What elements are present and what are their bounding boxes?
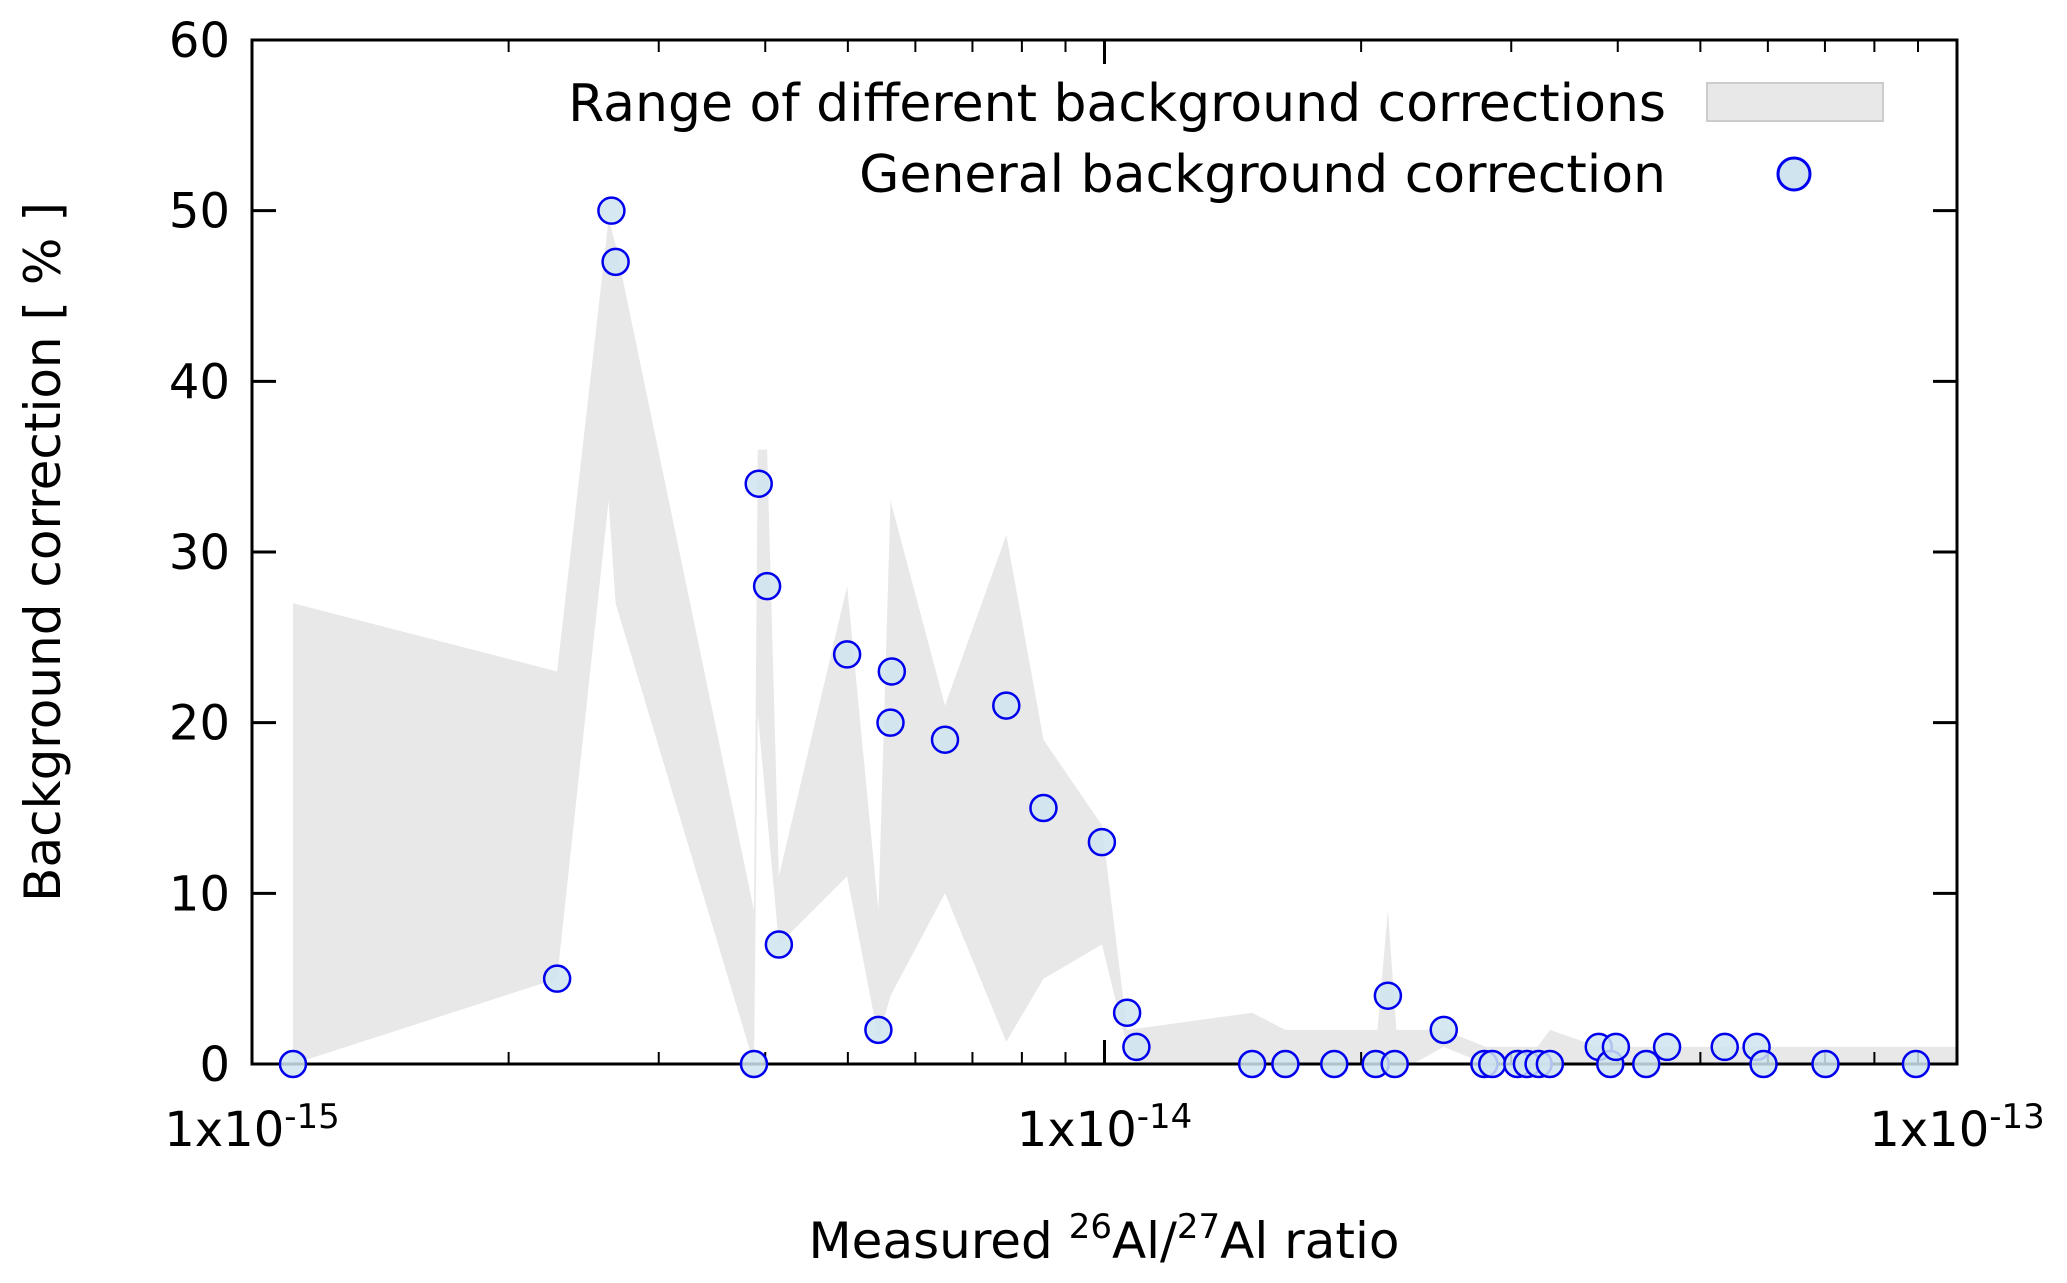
data-point (1373, 981, 1403, 1010)
data-point (1029, 793, 1058, 823)
data-point (930, 725, 960, 754)
y-tick-label: 30 (169, 525, 230, 581)
x-tick-label: 1x10-15 (164, 1097, 340, 1158)
range-band (293, 219, 1957, 1064)
legend-label-band: Range of different background correction… (568, 74, 1666, 134)
x-tick-base: 1x10 (164, 1102, 284, 1158)
data-point (1901, 1049, 1931, 1079)
data-point (1122, 1032, 1151, 1062)
data-point (542, 964, 572, 993)
data-point (1429, 1015, 1458, 1045)
data-point (1478, 1049, 1507, 1079)
y-tick-label: 0 (199, 1037, 230, 1093)
x-axis-label: Measured 26Al/27Al ratio (809, 1207, 1400, 1270)
data-point (597, 196, 626, 225)
x-tick-label: 1x10-13 (1869, 1097, 2045, 1158)
y-axis-label: Background correction [ % ] (14, 202, 72, 902)
data-point (1087, 827, 1117, 857)
x-axis-label-sup1: 26 (1069, 1207, 1112, 1247)
y-tick-label: 40 (169, 354, 230, 410)
legend: Range of different background correction… (568, 74, 1884, 205)
data-point (752, 571, 782, 601)
x-tick-label: 1x10-14 (1017, 1097, 1193, 1158)
data-point (832, 640, 862, 669)
y-tick-label: 20 (169, 696, 230, 752)
data-point (877, 657, 907, 686)
x-axis-label-prefix: Measured (809, 1212, 1069, 1270)
data-point (1710, 1032, 1739, 1062)
legend-marker (1776, 156, 1812, 192)
x-tick-base: 1x10 (1869, 1102, 1989, 1158)
x-tick-base: 1x10 (1017, 1102, 1137, 1158)
data-point (1271, 1049, 1300, 1079)
point-layer (278, 196, 1931, 1079)
data-point (1749, 1049, 1778, 1079)
legend-band-swatch (1706, 82, 1884, 122)
band-layer (293, 219, 1957, 1064)
data-point (744, 469, 773, 498)
data-point (278, 1049, 308, 1079)
data-point (1811, 1049, 1840, 1079)
data-point (1237, 1049, 1267, 1079)
data-point (876, 708, 905, 737)
data-point (1631, 1049, 1661, 1079)
data-point (1535, 1049, 1565, 1079)
x-axis-label-mid: Al/ (1112, 1212, 1177, 1270)
y-tick-label: 60 (169, 13, 230, 69)
data-point (1320, 1049, 1349, 1079)
data-point (1380, 1049, 1409, 1079)
data-point (1112, 998, 1142, 1028)
y-tick-label: 10 (169, 866, 230, 922)
data-point (1601, 1032, 1631, 1062)
data-point (601, 247, 630, 277)
data-point (1652, 1032, 1682, 1062)
x-tick-exponent: -14 (1137, 1097, 1193, 1137)
x-axis-label-suffix: Al ratio (1220, 1212, 1399, 1270)
x-tick-exponent: -13 (1989, 1097, 2045, 1137)
data-point (992, 691, 1021, 720)
data-point (764, 930, 794, 959)
data-point (739, 1049, 769, 1079)
x-tick-exponent: -15 (284, 1097, 340, 1137)
x-axis-label-sup2: 27 (1177, 1207, 1220, 1247)
data-point (864, 1015, 893, 1045)
legend-label-points: General background correction (859, 145, 1666, 205)
y-tick-label: 50 (169, 184, 230, 240)
